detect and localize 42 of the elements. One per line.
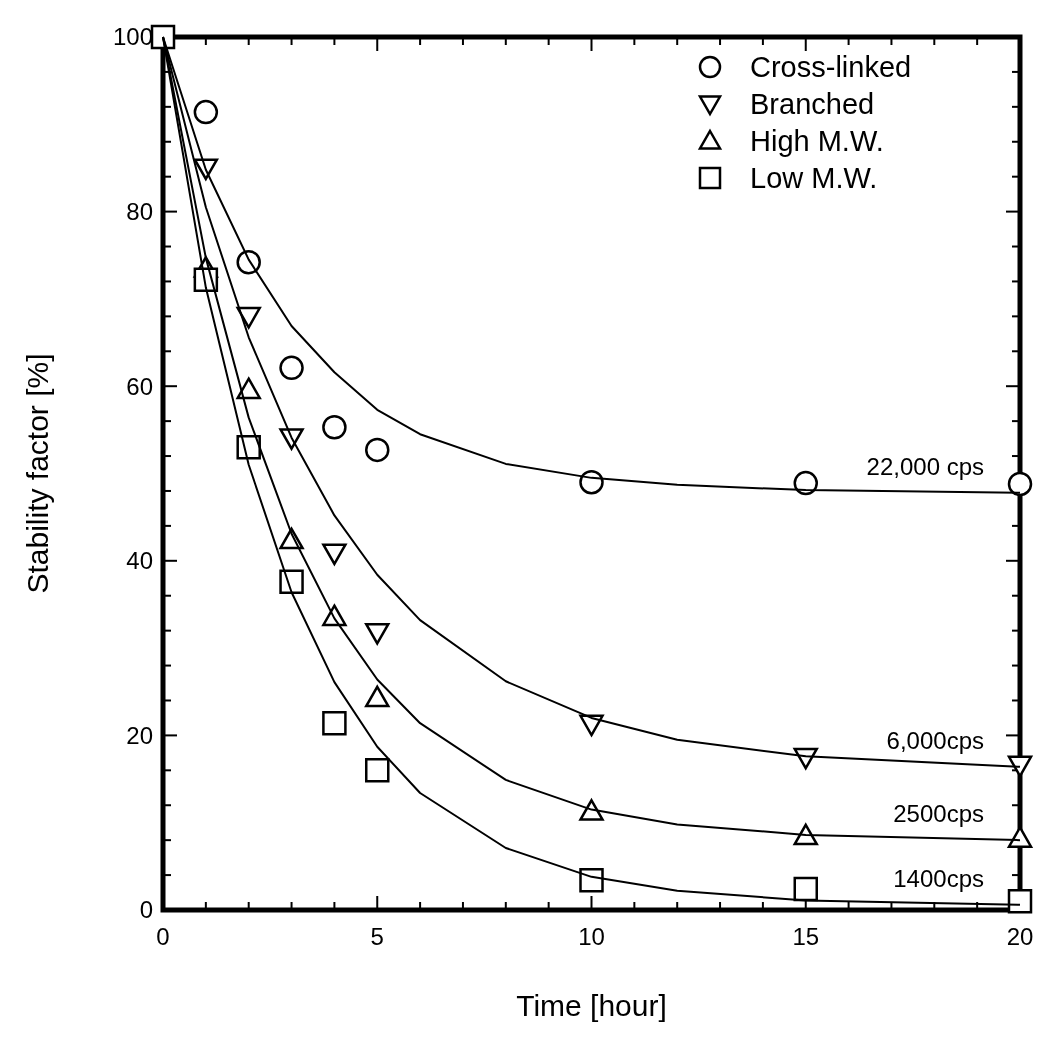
point bbox=[150, 24, 176, 50]
point bbox=[279, 569, 304, 594]
point bbox=[793, 470, 818, 496]
legend-label: Branched bbox=[750, 88, 875, 121]
point bbox=[365, 758, 390, 783]
annotation: 2500cps bbox=[893, 800, 984, 828]
point bbox=[579, 868, 604, 893]
point bbox=[1007, 471, 1033, 497]
legend-label: High M.W. bbox=[750, 125, 884, 158]
point bbox=[322, 710, 347, 736]
y-tick-label: 40 bbox=[126, 547, 153, 575]
y-tick-label: 20 bbox=[126, 721, 153, 749]
point bbox=[793, 876, 818, 902]
y-tick-label: 60 bbox=[126, 372, 153, 400]
x-tick-label: 15 bbox=[792, 923, 820, 950]
x-tick-label: 20 bbox=[1006, 923, 1034, 950]
point bbox=[1007, 755, 1033, 778]
point bbox=[579, 799, 604, 821]
y-tick-label: 100 bbox=[112, 23, 153, 51]
point bbox=[365, 437, 390, 463]
point bbox=[365, 685, 390, 708]
point bbox=[236, 306, 261, 329]
point bbox=[1007, 889, 1033, 914]
point bbox=[322, 415, 347, 440]
point bbox=[365, 622, 390, 645]
point bbox=[1007, 826, 1033, 848]
point bbox=[193, 99, 219, 125]
point bbox=[322, 543, 347, 566]
y-axis-title: Stability factor [%] bbox=[21, 353, 54, 594]
x-axis-title: Time [hour] bbox=[516, 989, 667, 1022]
y-tick-label: 0 bbox=[139, 896, 153, 924]
point bbox=[279, 355, 304, 381]
x-tick-label: 5 bbox=[370, 923, 384, 950]
x-tick-label: 10 bbox=[578, 923, 605, 950]
legend-label: Low M.W. bbox=[750, 162, 878, 195]
legend-label: Cross-linked bbox=[750, 51, 912, 84]
annotation: 1400cps bbox=[893, 864, 984, 892]
annotation: 22,000 cps bbox=[866, 452, 984, 480]
point bbox=[236, 377, 261, 400]
annotation: 6,000cps bbox=[886, 726, 984, 754]
x-tick-label: 0 bbox=[156, 923, 170, 950]
y-tick-label: 80 bbox=[126, 198, 153, 225]
